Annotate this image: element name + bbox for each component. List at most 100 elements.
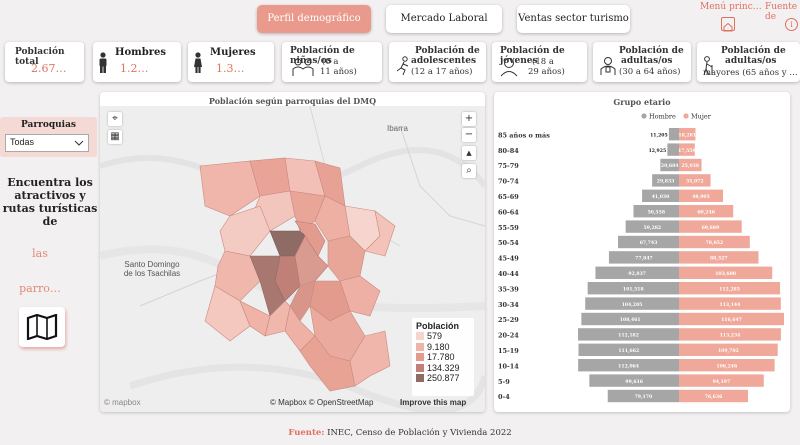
value-label-hombre: 108,461 — [620, 317, 641, 323]
value-label-mujer: 78,652 — [706, 240, 724, 246]
kpi-women-value: 1.3… — [216, 62, 245, 75]
kpi-total-label: Población total — [15, 47, 65, 67]
age-group-label: 45-49 — [498, 255, 519, 263]
tab-mercado-laboral[interactable]: Mercado Laboral — [386, 5, 502, 33]
bar-mujer — [679, 158, 702, 172]
bar-hombre — [587, 282, 679, 295]
map-button[interactable] — [19, 307, 65, 347]
woman-icon — [194, 52, 202, 73]
legend-swatch — [416, 374, 424, 382]
bar-hombre — [618, 235, 679, 249]
kpi-adults: Población de adultas/os (30 a 64 años) — [593, 42, 691, 82]
footer-text: INEC, Censo de Población y Vivienda 2022 — [324, 428, 512, 438]
side-text-block: Encuentra los atractivos y rutas turísti… — [0, 176, 100, 228]
bar-mujer — [679, 174, 711, 187]
kpi-teens-label2: adolescentes — [411, 56, 477, 66]
children-icon — [292, 58, 314, 76]
bar-hombre — [595, 266, 679, 279]
value-label-hombre: 11,205 — [650, 132, 668, 138]
kpi-seniors: Población de adultas/os mayores (65 años… — [697, 42, 800, 82]
bar-mujer — [679, 389, 748, 403]
side-pink-2: parro… — [19, 282, 61, 295]
value-label-hombre: 77,847 — [635, 256, 653, 262]
age-group-label: 40-44 — [498, 270, 519, 278]
age-group-label: 30-34 — [498, 301, 519, 309]
value-label-hombre: 99,616 — [625, 379, 643, 385]
bar-mujer — [679, 128, 696, 141]
value-label-hombre: 112,064 — [618, 363, 640, 369]
legend-hombre-dot — [641, 113, 647, 119]
value-label-mujer: 113,234 — [720, 333, 742, 339]
kpi-total-population: Población total 2.67… — [5, 42, 84, 82]
improve-map-link[interactable]: Improve this map — [400, 398, 467, 407]
kpi-youth-sub1: (18 a — [532, 57, 554, 67]
man-icon — [99, 52, 107, 73]
kpi-adults-sub1: (30 a 64 años) — [619, 67, 681, 77]
legend-label: 134.329 — [427, 362, 460, 373]
bar-hombre — [667, 143, 679, 156]
map-legend: Población 579 9.180 17.780 134.329 250.877 — [412, 318, 474, 396]
value-label-hombre: 12,925 — [649, 148, 667, 154]
legend-label: 579 — [427, 331, 443, 341]
kpi-women-label: Mujeres — [210, 47, 256, 58]
bar-hombre — [625, 220, 679, 233]
age-pyramid-panel: Grupo etario Hombre Mujer 85 años o más 11,… — [494, 92, 790, 412]
bar-hombre — [581, 312, 679, 326]
senior-icon — [703, 56, 713, 76]
bar-mujer — [679, 374, 764, 387]
age-group-label: 65-69 — [498, 193, 519, 201]
home-icon[interactable] — [721, 17, 735, 32]
side-line-3: rutas turísticas — [2, 202, 98, 215]
kpi-teens-label: Población de — [415, 46, 480, 56]
menu-link[interactable]: Menú princ… — [700, 2, 762, 12]
info-icon[interactable]: i — [785, 18, 798, 31]
kpi-adults-label2: adultas/os — [621, 56, 673, 66]
place-santo-domingo: Santo Domingo de los Tsachilas — [112, 260, 192, 278]
bar-mujer — [679, 312, 784, 326]
zoom-out-button[interactable]: − — [462, 128, 476, 142]
bar-mujer — [679, 343, 778, 356]
value-label-mujer: 103,600 — [715, 271, 736, 277]
age-group-label: 80-84 — [498, 147, 519, 155]
pin-tool-icon[interactable]: ⌖ — [108, 112, 122, 126]
slicer-title: Parroquias — [21, 120, 76, 130]
legend-swatch — [416, 363, 424, 372]
adult-icon — [600, 57, 616, 75]
north-compass-icon[interactable]: ▲ — [462, 146, 476, 160]
bar-mujer — [679, 251, 759, 264]
bar-mujer — [679, 205, 734, 218]
tab-perfil-demografico[interactable]: Perfil demográfico — [257, 5, 371, 33]
kpi-seniors-sub1: mayores (65 años y … — [703, 68, 798, 78]
place-sto-line1: Santo Domingo — [124, 260, 180, 269]
source-link[interactable]: Fuente de — [765, 2, 798, 22]
parroquias-dropdown[interactable]: Todas — [5, 134, 89, 152]
tab-ventas-turismo[interactable]: Ventas sector turismo — [517, 5, 630, 33]
kpi-men-value: 1.2… — [120, 62, 149, 75]
bar-mujer — [679, 235, 750, 249]
zoom-in-button[interactable]: + — [462, 112, 476, 126]
kpi-teens-sub1: (12 a 17 años) — [411, 67, 473, 77]
value-label-mujer: 112,285 — [719, 286, 740, 292]
bar-mujer — [679, 328, 781, 341]
value-label-hombre: 29,833 — [657, 179, 675, 185]
place-sto-line2: de los Tsachilas — [123, 269, 181, 278]
map-search-icon[interactable]: ⌕ — [462, 164, 476, 178]
place-ibarra: Ibarra — [387, 124, 408, 133]
value-label-hombre: 41,030 — [652, 194, 670, 200]
value-label-hombre: 20,684 — [661, 163, 679, 169]
bar-hombre — [608, 251, 679, 264]
kpi-children-sub2: 11 años) — [320, 67, 357, 77]
bar-hombre — [660, 158, 679, 172]
bar-hombre — [578, 328, 679, 341]
kpi-children: Población de niñas/os (0 a 11 años) — [282, 42, 382, 82]
young-person-icon — [500, 58, 518, 77]
kpi-children-sub1: (0 a — [322, 57, 339, 67]
kpi-youth-label: Población de jóvenes — [500, 46, 565, 66]
age-group-label: 55-59 — [498, 224, 519, 232]
legend-item: 134.329 — [412, 363, 474, 374]
value-label-hombre: 50,558 — [647, 209, 665, 215]
map-attribution[interactable]: © Mapbox © OpenStreetMap — [270, 398, 374, 407]
bar-mujer — [679, 297, 781, 310]
age-pyramid-chart: Hombre Mujer 85 años o más 11,205 18,281 80-8… — [498, 113, 784, 403]
grid-tool-icon[interactable]: ▦ — [108, 130, 122, 144]
